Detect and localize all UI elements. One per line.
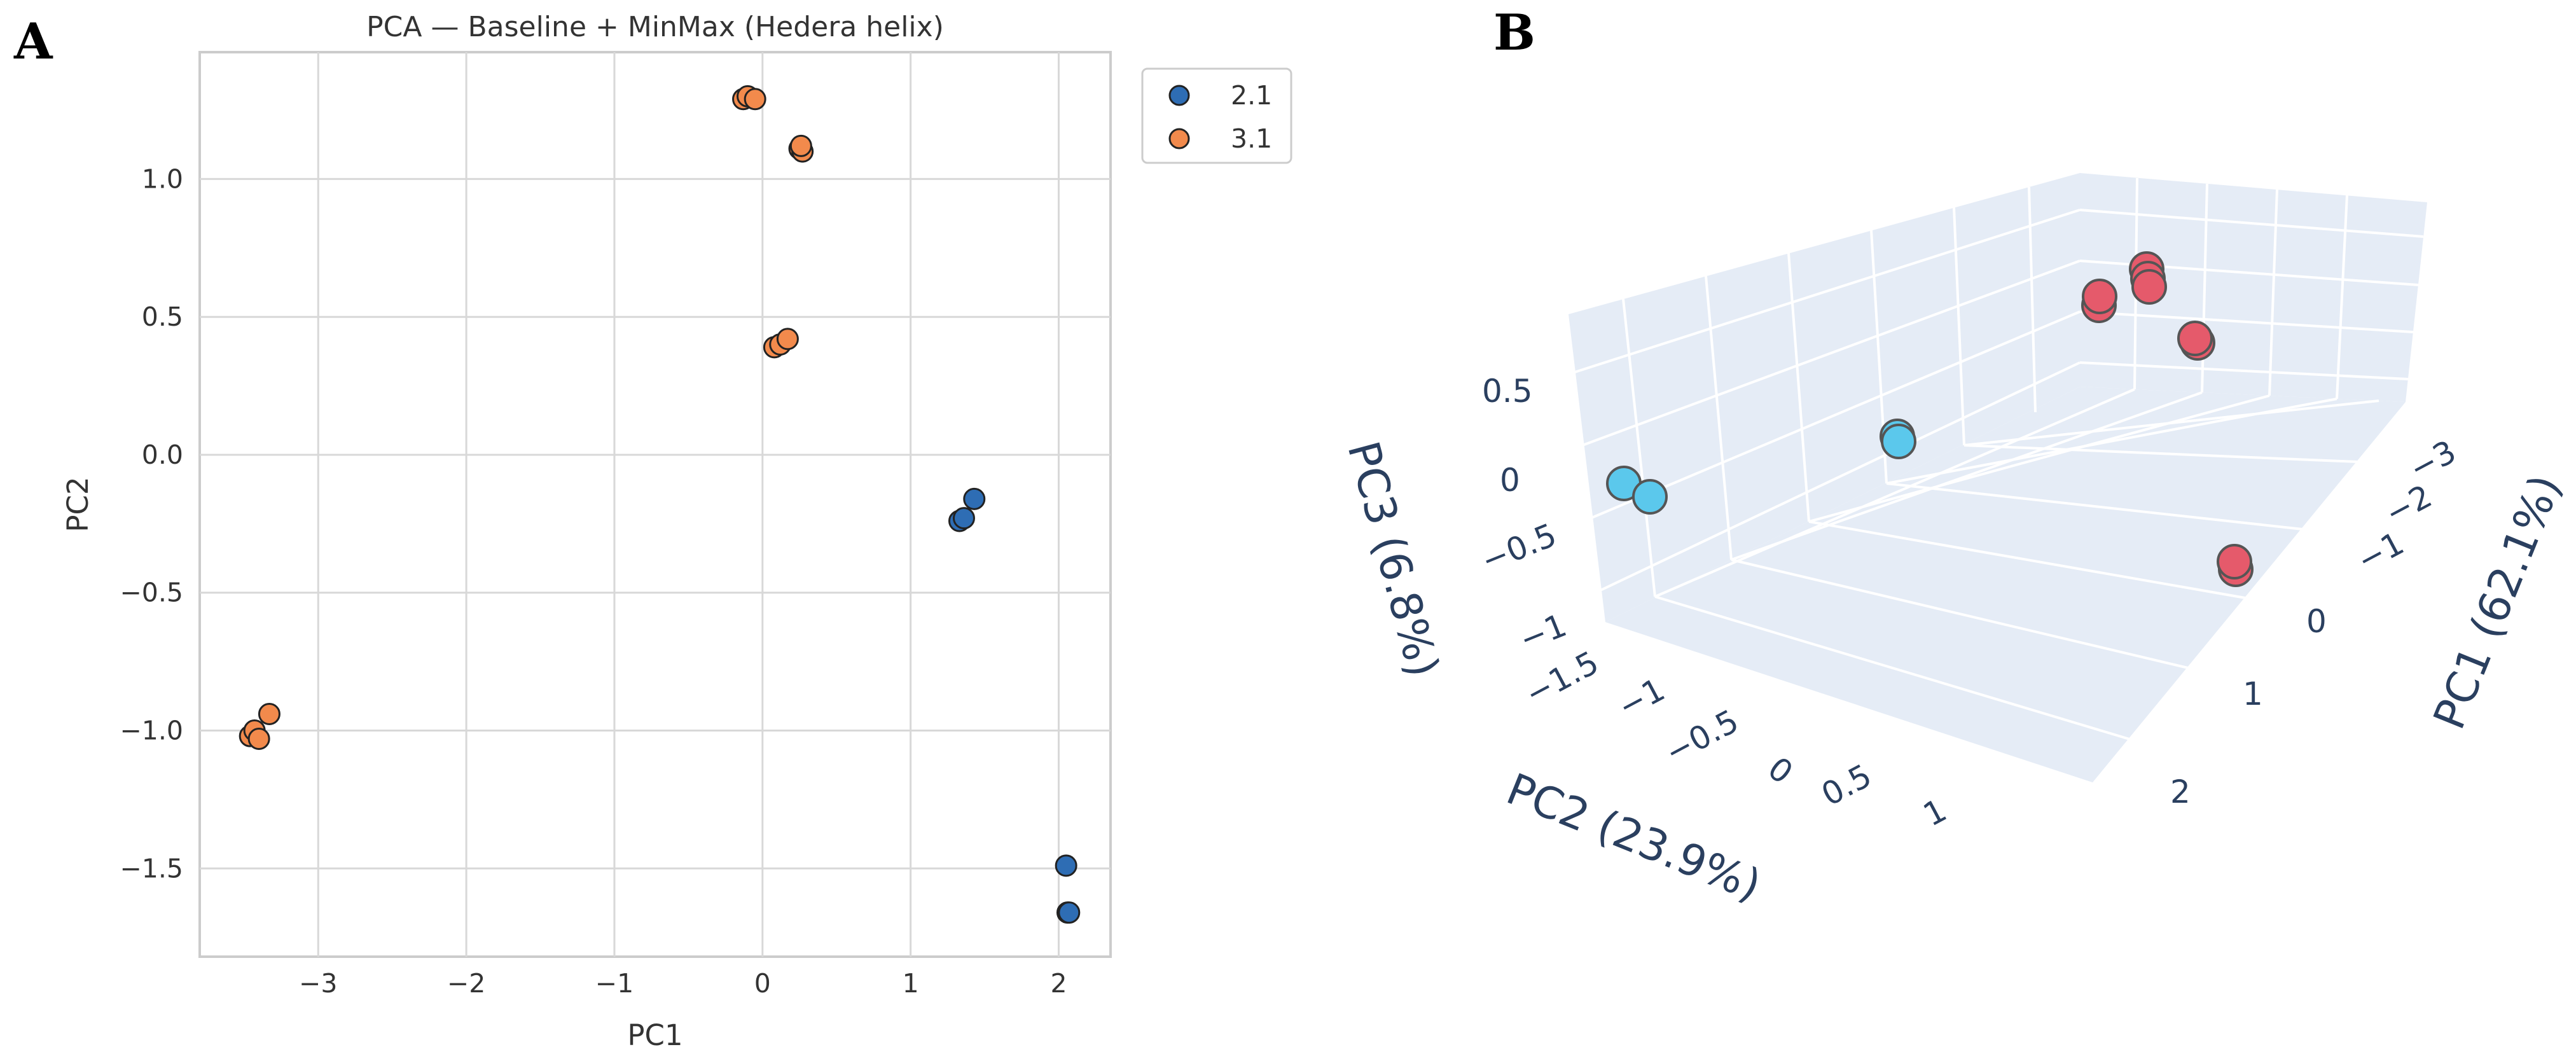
- y-tick-label: −1.5: [120, 853, 183, 884]
- y-tick-1: −1: [1612, 671, 1670, 726]
- point-3d-red: [2131, 269, 2167, 305]
- y-tick-label: 0.0: [142, 440, 183, 470]
- pc3-axis-title: PC3 (6.8%): [1338, 436, 1448, 683]
- markers-3d: [1606, 251, 2254, 587]
- point-series-3-1: [247, 728, 270, 751]
- z-tick-0: 0.5: [1482, 373, 1533, 410]
- x-tick-label: 1: [903, 968, 919, 999]
- plot-area: [198, 51, 1112, 958]
- z-tick-labels: 0.5 0 −0.5 −1: [1476, 373, 1572, 658]
- point-3d-red: [2177, 321, 2213, 356]
- point-series-3-1: [258, 702, 280, 725]
- x-tick-label: 2: [1050, 968, 1067, 999]
- z-tick-3: −1: [1514, 607, 1572, 658]
- pca-2d-chart: PCA — Baseline + MinMax (Hedera helix) −…: [61, 11, 1292, 1052]
- x-tick-label: −1: [595, 968, 634, 999]
- x-tick-1: −2: [2379, 478, 2437, 532]
- data-points: [239, 85, 1081, 924]
- point-series-2-1: [1058, 901, 1081, 924]
- point-3d-cyan: [1632, 479, 1668, 515]
- x-tick-label: −2: [447, 968, 485, 999]
- y-axis-label: PC2: [61, 476, 95, 532]
- y-tick-label: 0.5: [142, 302, 183, 332]
- x-tick-label: 0: [754, 968, 771, 999]
- point-series-2-1: [1055, 854, 1077, 877]
- x-tick-3: 0: [2306, 603, 2327, 640]
- point-series-3-1: [744, 88, 766, 111]
- x-tick-0: −3: [2403, 433, 2462, 488]
- y-tick-5: 1: [1917, 791, 1952, 833]
- pane-left: [1568, 173, 2080, 622]
- pane-floor: [1605, 387, 2406, 782]
- y-tick-3: 0: [1761, 750, 1800, 791]
- x-axis-label: PC1: [627, 1018, 682, 1052]
- pca-3d-chart: 0.5 0 −0.5 −1 −1.5 −1 −0.5 0 0.5 1 −3 −2…: [1338, 173, 2572, 912]
- point-3d-cyan: [1881, 424, 1916, 459]
- point-series-2-1: [963, 487, 986, 510]
- pc1-axis-title: PC1 (62.1%): [2424, 468, 2572, 736]
- point-series-2-1: [952, 507, 975, 530]
- gridlines: [200, 52, 1111, 957]
- x-tick-label: −3: [299, 968, 337, 999]
- y-tick-4: 0.5: [1815, 757, 1877, 814]
- legend-marker-3-1: [1168, 128, 1190, 149]
- y-tick-label: −1.0: [120, 716, 183, 746]
- y-tick-label: −0.5: [120, 578, 183, 608]
- legend: 2.1 3.1: [1141, 67, 1292, 164]
- x-tick-5: 2: [2170, 773, 2191, 810]
- point-3d-red: [2217, 544, 2252, 579]
- legend-marker-2-1: [1168, 85, 1190, 106]
- x-tick-2: −1: [2351, 525, 2409, 579]
- y-tick-label: 1.0: [142, 163, 183, 194]
- panel-b-label: B: [1493, 4, 1535, 62]
- y-tick-2: −0.5: [1659, 702, 1744, 771]
- legend-label-2-1: 2.1: [1231, 80, 1272, 111]
- point-series-3-1: [789, 134, 812, 157]
- y-ticks: 1.0 0.5 0.0 −0.5 −1.0 −1.5: [120, 163, 183, 884]
- panel-a-label: A: [13, 13, 53, 71]
- pc2-axis-title: PC2 (23.9%): [1500, 764, 1768, 912]
- chart-title: PCA — Baseline + MinMax (Hedera helix): [366, 11, 944, 43]
- x-tick-4: 1: [2243, 676, 2263, 712]
- z-tick-2: −0.5: [1476, 517, 1562, 579]
- z-tick-1: 0: [1500, 462, 1520, 499]
- legend-label-3-1: 3.1: [1231, 123, 1272, 154]
- point-3d-red: [2082, 279, 2117, 314]
- point-series-3-1: [776, 328, 799, 350]
- x-ticks: −3 −2 −1 0 1 2: [299, 968, 1067, 999]
